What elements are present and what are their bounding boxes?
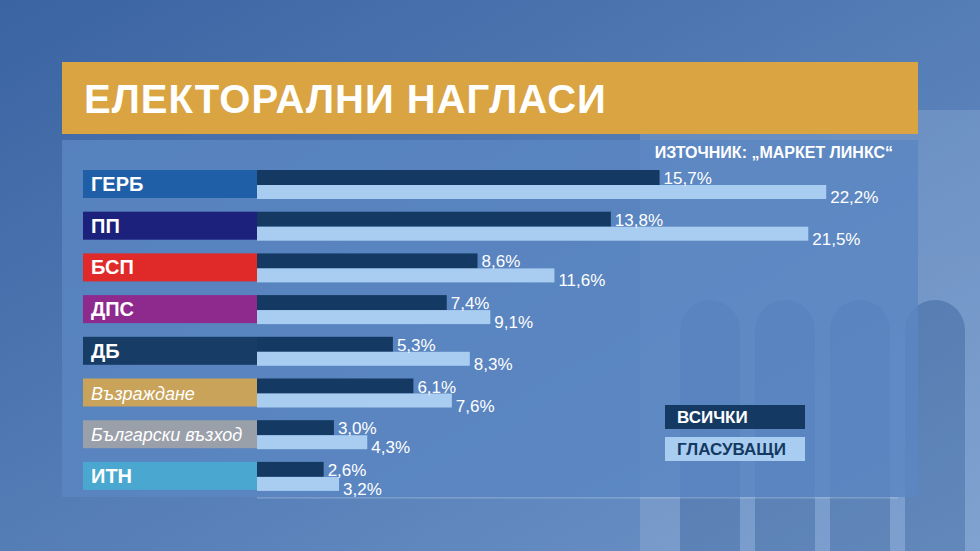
- data-label: 21,5%: [812, 230, 860, 249]
- chart-container: ЕЛЕКТОРАЛНИ НАГЛАСИ ИЗТОЧНИК: „МАРКЕТ ЛИН…: [0, 0, 980, 551]
- category-box: [83, 420, 257, 448]
- labels: ГЕРБ 15,7% 22,2% ПП 13,8% 21,5% БСП 8,6% 11,6% ДП…: [83, 169, 878, 499]
- data-label: 13,8%: [615, 211, 663, 230]
- data-label: 2,6%: [328, 461, 367, 480]
- bar: [257, 295, 447, 310]
- data-label: 8,6%: [482, 252, 521, 271]
- category-box: [83, 212, 257, 240]
- category-box: [83, 462, 257, 490]
- bar: [257, 253, 478, 268]
- category-label: ПП: [91, 215, 120, 237]
- source-note: ИЗТОЧНИК: „МАРКЕТ ЛИНКС“: [655, 144, 893, 161]
- category-box: [83, 170, 257, 198]
- category-label: ИТН: [91, 465, 132, 487]
- legend-swatch: [665, 437, 805, 461]
- data-label: 6,1%: [417, 378, 456, 397]
- plot-panel: [62, 140, 918, 497]
- bar: [257, 227, 808, 241]
- title: ЕЛЕКТОРАЛНИ НАГЛАСИ: [84, 77, 607, 121]
- data-label: 15,7%: [664, 169, 712, 188]
- category-label: Български възход: [91, 425, 242, 445]
- data-label: 4,3%: [371, 438, 410, 457]
- category-box: [83, 379, 257, 407]
- data-label: 8,3%: [474, 355, 513, 374]
- category-box: [83, 295, 257, 323]
- data-label: 22,2%: [830, 188, 878, 207]
- bar: [257, 337, 393, 352]
- bar: [257, 352, 470, 366]
- legend-label: ГЛАСУВАЩИ: [677, 440, 786, 459]
- bars: [257, 170, 826, 491]
- data-label: 7,6%: [456, 397, 495, 416]
- chart-svg: ЕЛЕКТОРАЛНИ НАГЛАСИ ИЗТОЧНИК: „МАРКЕТ ЛИН…: [0, 0, 980, 551]
- category-label: ГЕРБ: [91, 173, 143, 195]
- bar: [257, 379, 413, 394]
- background: [0, 0, 980, 551]
- category-box: [83, 337, 257, 365]
- data-label: 11,6%: [558, 271, 605, 290]
- category-label: Възраждане: [91, 384, 195, 404]
- category-label: ДПС: [91, 298, 134, 320]
- bar: [257, 462, 324, 477]
- data-label: 5,3%: [397, 336, 436, 355]
- bar: [257, 170, 660, 185]
- legend: ВСИЧКИ ГЛАСУВАЩИ: [665, 405, 805, 461]
- data-label: 3,0%: [338, 419, 377, 438]
- legend-label: ВСИЧКИ: [677, 408, 748, 427]
- category-label: ДБ: [91, 340, 120, 362]
- category-label: БСП: [91, 256, 134, 278]
- title-bar: [62, 62, 918, 134]
- data-label: 3,2%: [343, 480, 382, 499]
- category-box: [83, 253, 257, 281]
- bar: [257, 185, 826, 199]
- legend-swatch: [665, 405, 805, 429]
- bar: [257, 212, 611, 227]
- data-label: 7,4%: [451, 294, 490, 313]
- bar: [257, 420, 334, 435]
- data-label: 9,1%: [494, 313, 533, 332]
